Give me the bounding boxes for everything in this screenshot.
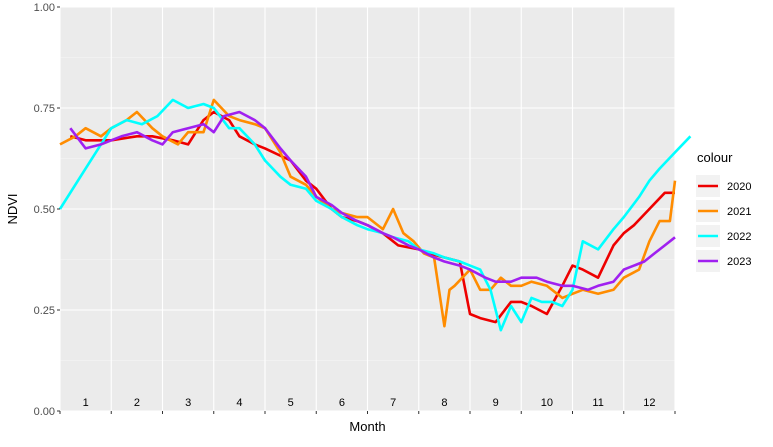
axes: 0.00 0.25 0.50 0.75 1.00 <box>34 2 676 418</box>
y-tick-label: 0.25 <box>34 305 55 317</box>
month-label: 6 <box>339 397 345 409</box>
series-line-2020 <box>69 110 675 324</box>
series-lines <box>58 98 692 332</box>
month-labels: 1 2 3 4 5 6 7 8 9 10 11 12 <box>83 397 656 409</box>
y-tick-label: 1.00 <box>34 2 55 14</box>
legend-label-2020: 2020 <box>727 181 751 193</box>
legend-items: 2020 2021 2022 2023 <box>696 175 751 272</box>
y-tick-label: 0.75 <box>34 103 55 115</box>
month-label: 12 <box>643 397 655 409</box>
month-label: 10 <box>541 397 553 409</box>
month-label: 7 <box>390 397 396 409</box>
series-line-2021 <box>59 98 677 328</box>
month-label: 1 <box>83 397 89 409</box>
legend-label-2021: 2021 <box>727 206 751 218</box>
legend-label-2022: 2022 <box>727 231 751 243</box>
month-label: 9 <box>493 397 499 409</box>
y-tick-label: 0.50 <box>34 204 55 216</box>
x-axis-title: Month <box>349 419 385 434</box>
month-label: 4 <box>236 397 242 409</box>
y-tick-label: 0.00 <box>34 406 55 418</box>
legend: colour 2020 2021 2022 2023 <box>696 150 751 272</box>
series-line-2022 <box>58 98 692 332</box>
month-label: 5 <box>288 397 294 409</box>
legend-title: colour <box>697 150 733 165</box>
month-label: 3 <box>185 397 191 409</box>
month-label: 11 <box>592 397 603 409</box>
y-axis-title: NDVI <box>5 193 20 224</box>
legend-label-2023: 2023 <box>727 256 751 268</box>
month-label: 2 <box>134 397 140 409</box>
month-label: 8 <box>441 397 447 409</box>
series-line-2023 <box>69 110 676 292</box>
